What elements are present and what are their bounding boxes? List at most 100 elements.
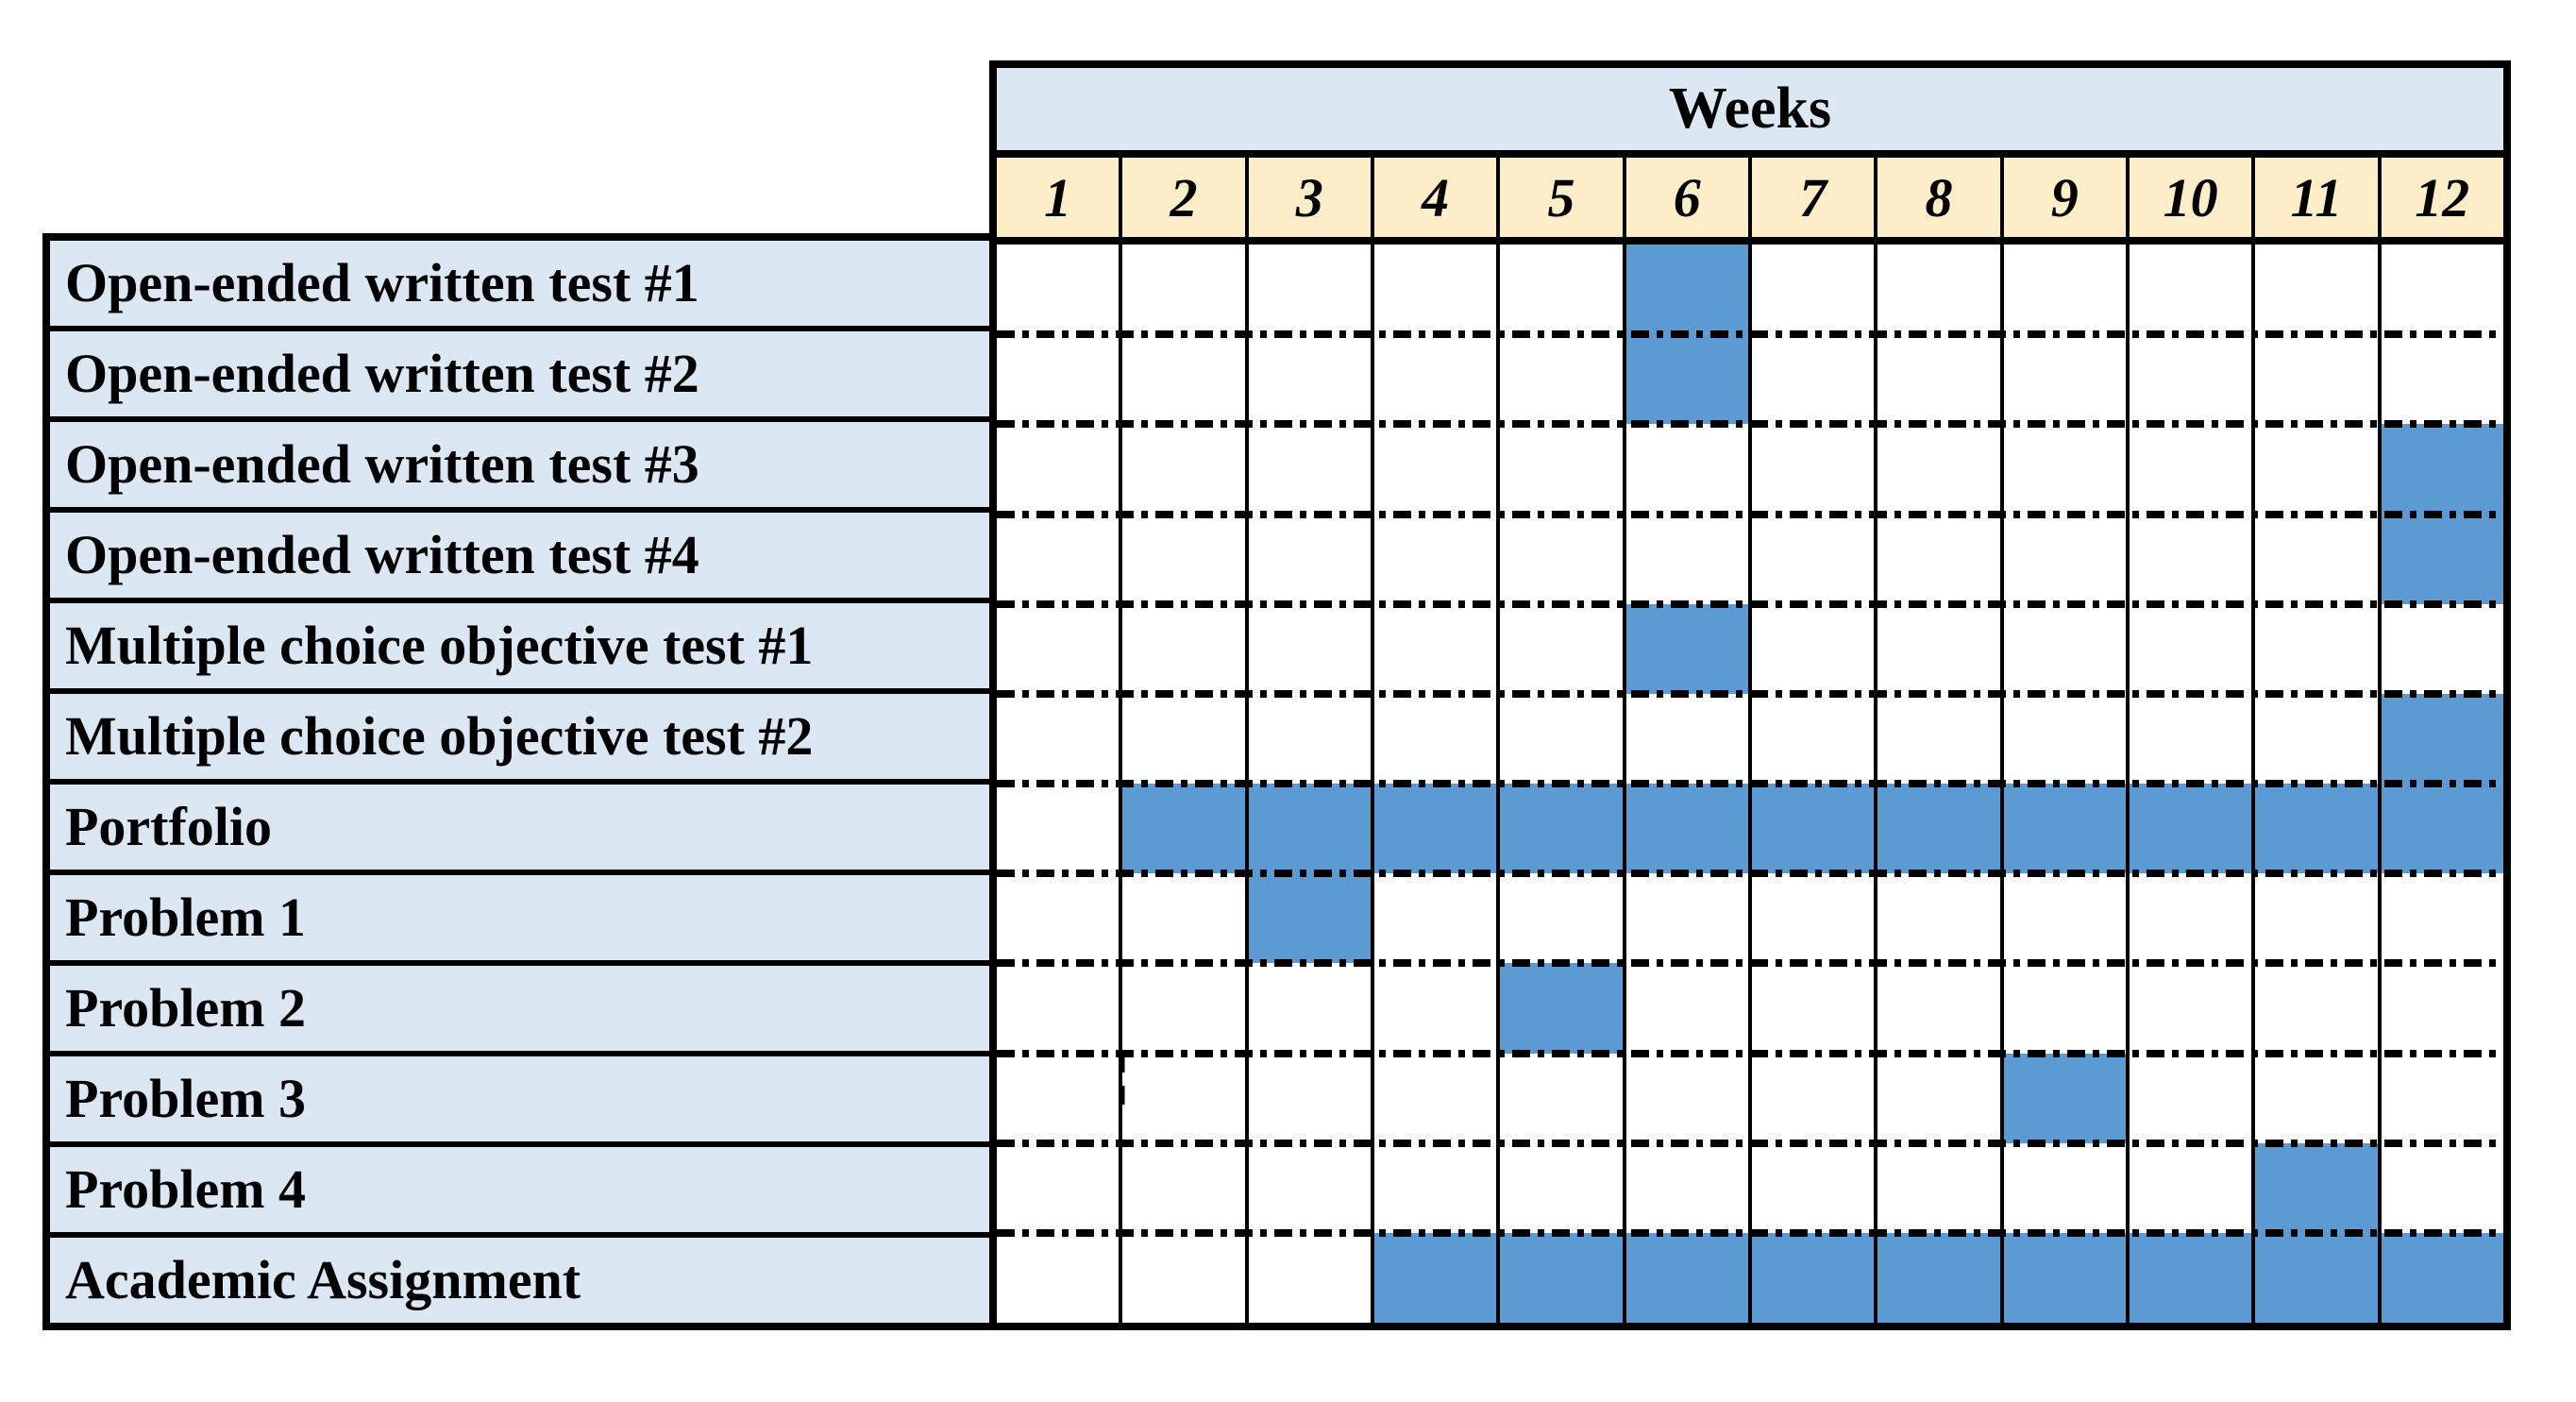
week-cell <box>1244 603 1371 694</box>
week-cell <box>1622 1142 1748 1233</box>
row-label: Problem 2 <box>50 966 989 1056</box>
grid-row <box>997 424 2503 515</box>
week-cell <box>1999 693 2126 785</box>
week-cell <box>2125 1232 2252 1324</box>
week-cell <box>1244 245 1371 335</box>
week-cell <box>1747 693 1874 785</box>
row-label: Open-ended written test #4 <box>50 513 989 603</box>
week-cell <box>1874 1232 2000 1324</box>
week-cell <box>1622 1232 1748 1324</box>
week-cell <box>2377 334 2503 425</box>
week-cell <box>1622 693 1748 785</box>
week-cell <box>1747 603 1874 694</box>
week-cell <box>1119 424 1244 515</box>
week-cell <box>1370 245 1496 335</box>
week-cell <box>2251 245 2377 335</box>
week-cell <box>1999 873 2126 964</box>
grid-row <box>997 963 2503 1054</box>
week-cell <box>1622 1053 1748 1143</box>
week-number-9: 9 <box>1999 158 2126 237</box>
week-cell <box>1244 514 1371 604</box>
week-cell <box>1496 1053 1622 1143</box>
week-cell <box>1622 603 1748 694</box>
week-cell <box>1622 784 1748 874</box>
week-cell <box>2251 1053 2377 1143</box>
week-number-2: 2 <box>1119 158 1245 237</box>
week-cell <box>1496 873 1622 964</box>
week-cell <box>2377 1142 2503 1233</box>
row-label: Open-ended written test #2 <box>50 331 989 422</box>
week-cell <box>997 1233 1119 1323</box>
week-cell <box>1622 245 1748 335</box>
week-cell <box>2251 334 2377 425</box>
week-cell <box>1496 1232 1623 1324</box>
week-cell <box>1496 334 1622 425</box>
grid-row <box>997 873 2503 964</box>
week-cell <box>1244 1142 1371 1233</box>
week-cell <box>1747 1232 1875 1324</box>
week-cell <box>997 1143 1119 1233</box>
week-cell <box>2125 424 2251 515</box>
week-cell <box>1119 334 1244 425</box>
week-cell <box>2377 693 2503 785</box>
week-cell <box>1874 1053 1999 1143</box>
week-cell <box>1747 424 1874 515</box>
week-cell <box>2251 873 2377 964</box>
weeks-grid-block: Weeks 1 2 3 4 5 6 7 8 9 10 11 12 <box>989 60 2511 1330</box>
week-cell <box>2377 514 2503 604</box>
week-cell <box>1874 963 1999 1054</box>
week-cell <box>1999 1053 2126 1143</box>
week-cell <box>2125 334 2251 425</box>
week-cell <box>1370 693 1496 785</box>
week-cell <box>1496 514 1622 604</box>
week-cell <box>1747 1142 1874 1233</box>
week-cell <box>2125 514 2251 604</box>
week-cell <box>1496 245 1622 335</box>
row-label: Open-ended written test #3 <box>50 422 989 513</box>
week-cell <box>997 873 1119 963</box>
week-cell <box>1999 603 2126 694</box>
row-label: Problem 3 <box>50 1056 989 1147</box>
week-cell <box>1999 245 2126 335</box>
grid-row <box>997 1142 2503 1233</box>
row-label: Problem 1 <box>50 875 989 966</box>
week-cell <box>2125 784 2252 874</box>
week-number-1: 1 <box>997 158 1120 237</box>
week-number-10: 10 <box>2125 158 2252 237</box>
week-cell <box>997 334 1119 424</box>
week-cell <box>1622 873 1748 964</box>
week-cell <box>2125 693 2251 785</box>
grid-row <box>997 1053 2503 1143</box>
week-cell <box>2377 1053 2503 1143</box>
week-cell <box>2377 873 2503 964</box>
week-cell <box>1244 334 1371 425</box>
week-cell <box>1496 693 1622 785</box>
week-cell <box>1370 784 1497 874</box>
week-cell <box>2251 603 2377 694</box>
grid-row <box>997 693 2503 785</box>
week-cell <box>1370 963 1496 1054</box>
week-cell <box>1999 784 2126 874</box>
row-label: Problem 4 <box>50 1147 989 1238</box>
week-numbers-row: 1 2 3 4 5 6 7 8 9 10 11 12 <box>997 158 2503 245</box>
row-label: Open-ended written test #1 <box>50 241 989 331</box>
week-cell <box>1747 873 1874 964</box>
week-cell <box>1119 245 1244 335</box>
row-label: Portfolio <box>50 785 989 875</box>
week-cell <box>1622 963 1748 1054</box>
week-cell <box>2377 1232 2503 1324</box>
week-cell <box>1999 963 2126 1054</box>
week-cell <box>1119 693 1244 785</box>
week-cell <box>1119 1053 1244 1143</box>
week-cell <box>1370 514 1496 604</box>
week-cell <box>1370 424 1496 515</box>
week-number-5: 5 <box>1496 158 1623 237</box>
schedule-grid <box>997 245 2503 1324</box>
week-cell <box>997 784 1119 873</box>
week-cell <box>1370 1053 1496 1143</box>
week-cell <box>1370 1142 1496 1233</box>
week-cell <box>1747 1053 1874 1143</box>
week-cell <box>1999 424 2126 515</box>
week-cell <box>1747 784 1875 874</box>
week-cell <box>2251 424 2377 515</box>
